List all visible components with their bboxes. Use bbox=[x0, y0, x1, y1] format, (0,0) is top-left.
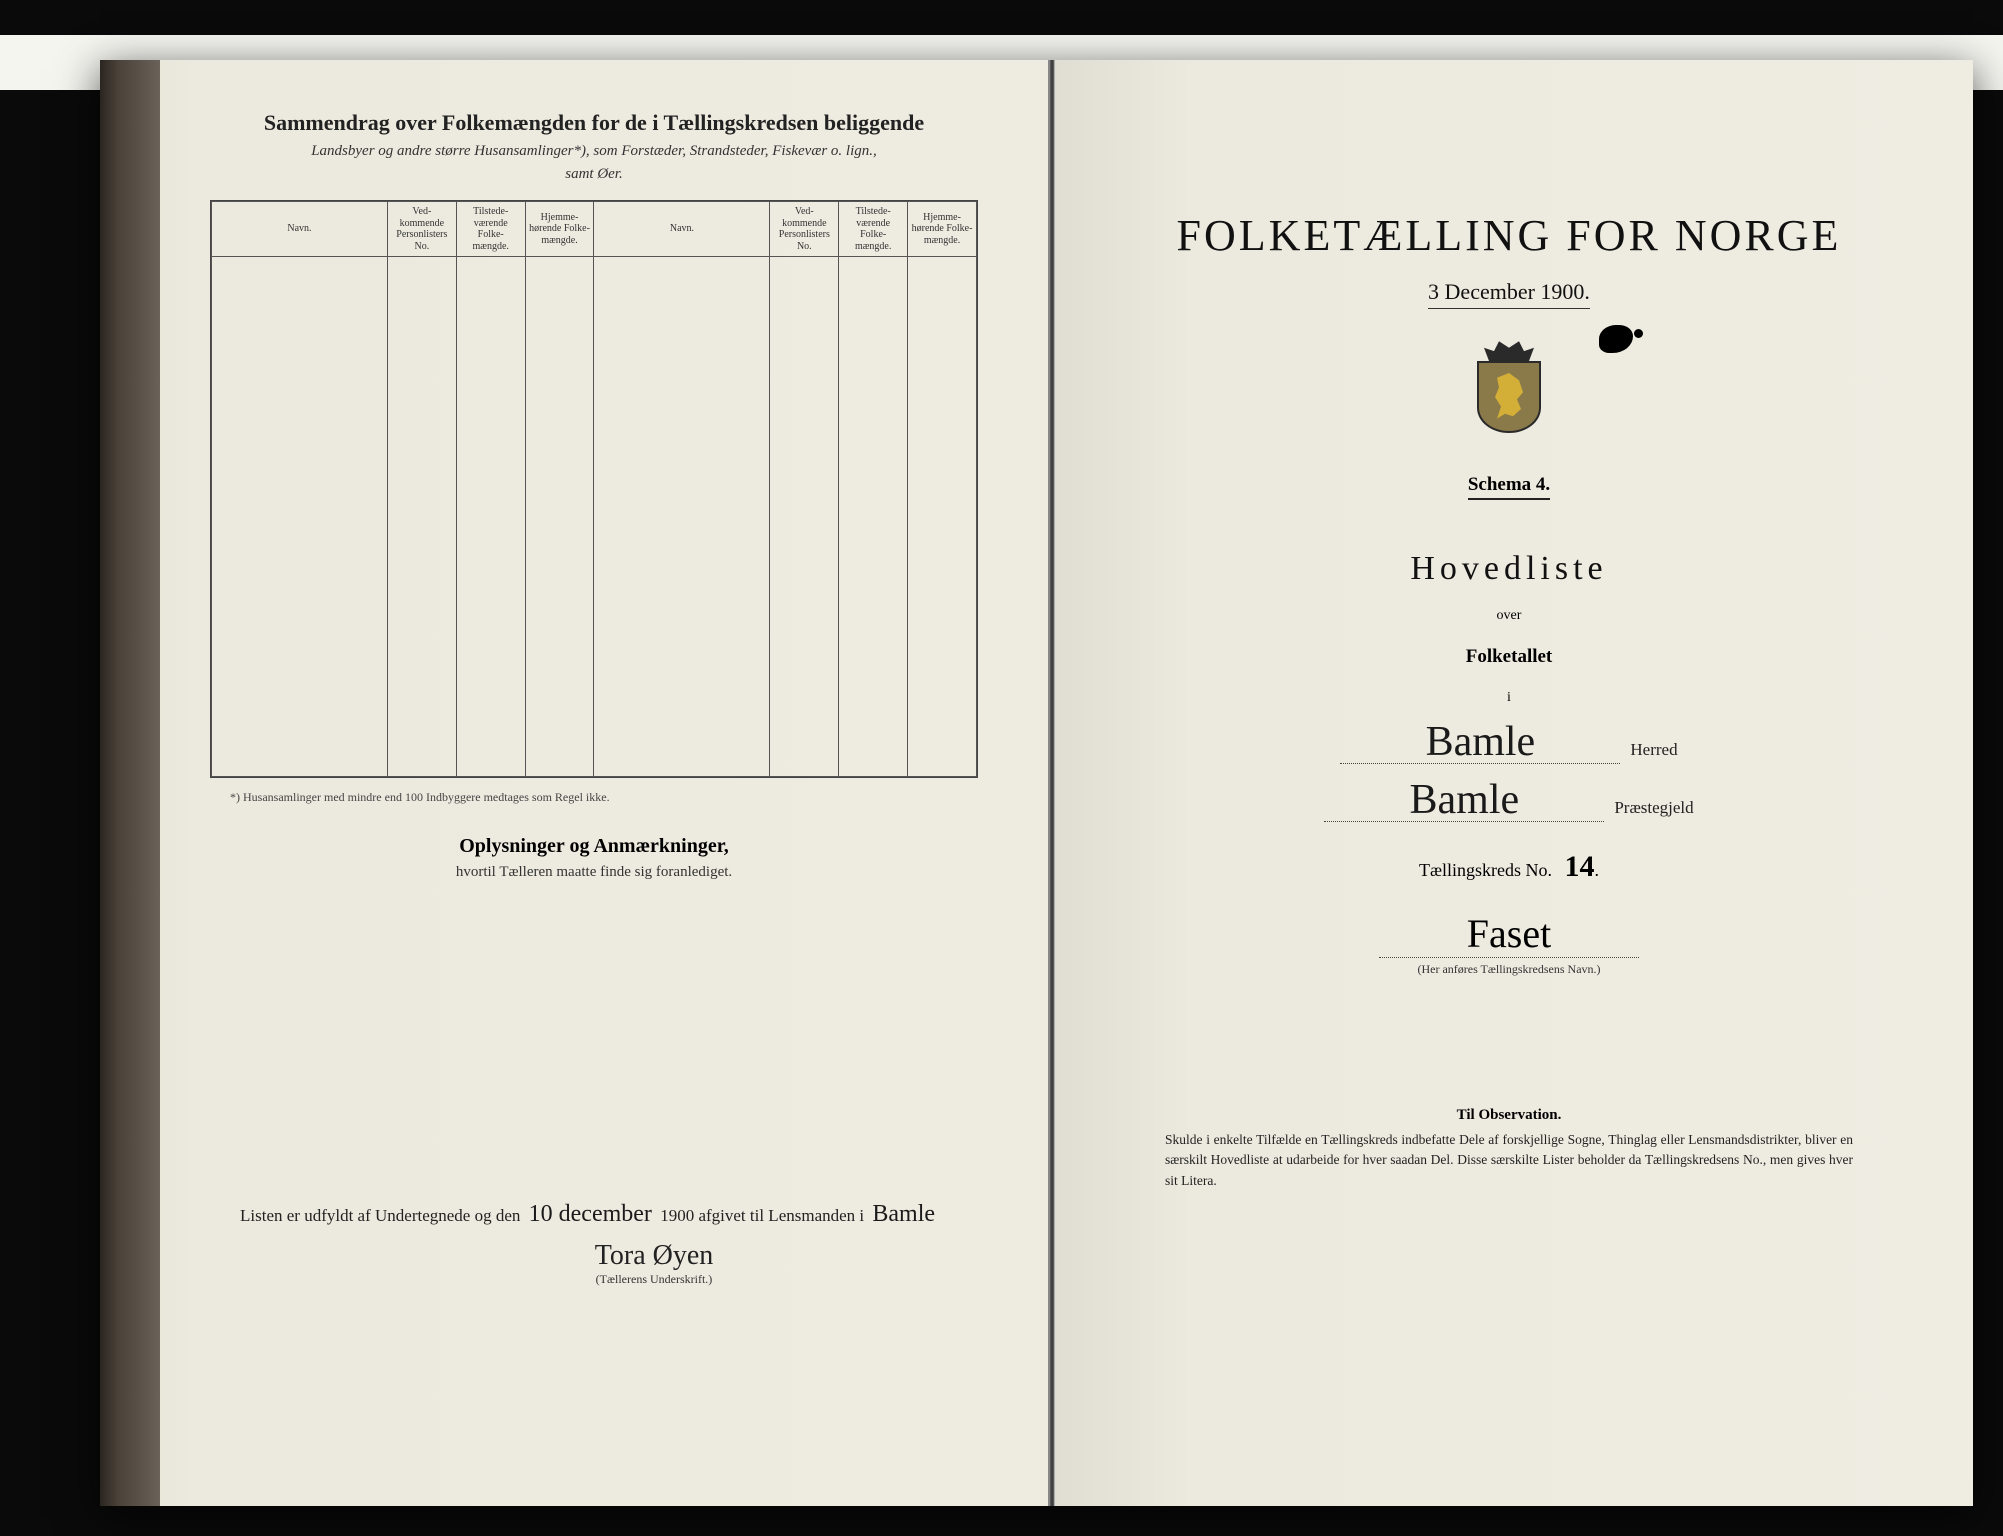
col-hjemme-2: Hjemme-hørende Folke-mængde. bbox=[908, 202, 977, 257]
praestegjeld-row: Bamle Præstegjeld bbox=[1125, 779, 1893, 822]
col-vedkommende-2: Ved-kommende Personlisters No. bbox=[770, 202, 839, 257]
shield-icon bbox=[1477, 361, 1541, 433]
praestegjeld-label: Præstegjeld bbox=[1614, 798, 1693, 818]
obs-text: Skulde i enkelte Tilfælde en Tællingskre… bbox=[1125, 1130, 1893, 1191]
main-title: FOLKETÆLLING FOR NORGE bbox=[1125, 210, 1893, 261]
book-spread: Sammendrag over Folkemængden for de i Tæ… bbox=[100, 60, 1973, 1506]
obs-title: Til Observation. bbox=[1125, 1107, 1893, 1124]
lion-icon bbox=[1489, 373, 1529, 421]
signoff-place: Bamle bbox=[868, 1201, 939, 1227]
crown-icon bbox=[1484, 339, 1534, 361]
col-tilstede-1: Tilstede-værende Folke-mængde. bbox=[456, 202, 525, 257]
book-binding bbox=[100, 60, 160, 1506]
kreds-name: Faset bbox=[1379, 910, 1639, 958]
col-vedkommende-1: Ved-kommende Personlisters No. bbox=[387, 202, 456, 257]
herred-label: Herred bbox=[1630, 740, 1677, 760]
observation-section: Til Observation. Skulde i enkelte Tilfæl… bbox=[1125, 1107, 1893, 1191]
ink-blot bbox=[1599, 325, 1633, 353]
left-header: Sammendrag over Folkemængden for de i Tæ… bbox=[210, 110, 978, 185]
schema-label: Schema 4. bbox=[1468, 474, 1550, 500]
footnote: *) Husansamlinger med mindre end 100 Ind… bbox=[230, 790, 978, 805]
signer-name: Tora Øyen bbox=[330, 1240, 978, 1272]
right-page: FOLKETÆLLING FOR NORGE 3 December 1900. … bbox=[1054, 60, 1973, 1506]
kreds-number: 14 bbox=[1565, 850, 1595, 883]
remarks-title: Oplysninger og Anmærkninger, bbox=[210, 835, 978, 858]
remarks-sub: hvortil Tælleren maatte finde sig foranl… bbox=[210, 864, 978, 881]
kreds-label: Tællingskreds No. bbox=[1419, 860, 1552, 880]
col-navn-1: Navn. bbox=[212, 202, 388, 257]
col-hjemme-1: Hjemme-hørende Folke-mængde. bbox=[525, 202, 594, 257]
i-label: i bbox=[1125, 690, 1893, 706]
kreds-caption: (Her anføres Tællingskredsens Navn.) bbox=[1125, 962, 1893, 977]
left-title: Sammendrag over Folkemængden for de i Tæ… bbox=[210, 110, 978, 136]
summary-table-wrap: Navn. Ved-kommende Personlisters No. Til… bbox=[210, 200, 978, 778]
summary-table: Navn. Ved-kommende Personlisters No. Til… bbox=[211, 201, 977, 777]
col-tilstede-2: Tilstede-værende Folke-mængde. bbox=[839, 202, 908, 257]
signoff-line: Listen er udfyldt af Undertegnede og den… bbox=[210, 1201, 978, 1228]
over-label: over bbox=[1125, 608, 1893, 624]
coat-of-arms-icon bbox=[1469, 339, 1549, 434]
left-page: Sammendrag over Folkemængden for de i Tæ… bbox=[100, 60, 1050, 1506]
signoff-date: 10 december bbox=[525, 1201, 656, 1227]
col-navn-2: Navn. bbox=[594, 202, 770, 257]
census-date: 3 December 1900. bbox=[1428, 279, 1590, 309]
folketallet-label: Folketallet bbox=[1125, 646, 1893, 668]
left-subtitle: Landsbyer og andre større Husansamlinger… bbox=[210, 140, 978, 185]
right-content: FOLKETÆLLING FOR NORGE 3 December 1900. … bbox=[1125, 110, 1893, 1191]
kreds-row: Tællingskreds No. 14. bbox=[1125, 850, 1893, 884]
praestegjeld-value: Bamle bbox=[1324, 779, 1604, 822]
herred-value: Bamle bbox=[1340, 721, 1620, 764]
signer-caption: (Tællerens Underskrift.) bbox=[330, 1272, 978, 1287]
table-row bbox=[212, 257, 977, 777]
herred-row: Bamle Herred bbox=[1125, 721, 1893, 764]
hovedliste-title: Hovedliste bbox=[1125, 550, 1893, 588]
